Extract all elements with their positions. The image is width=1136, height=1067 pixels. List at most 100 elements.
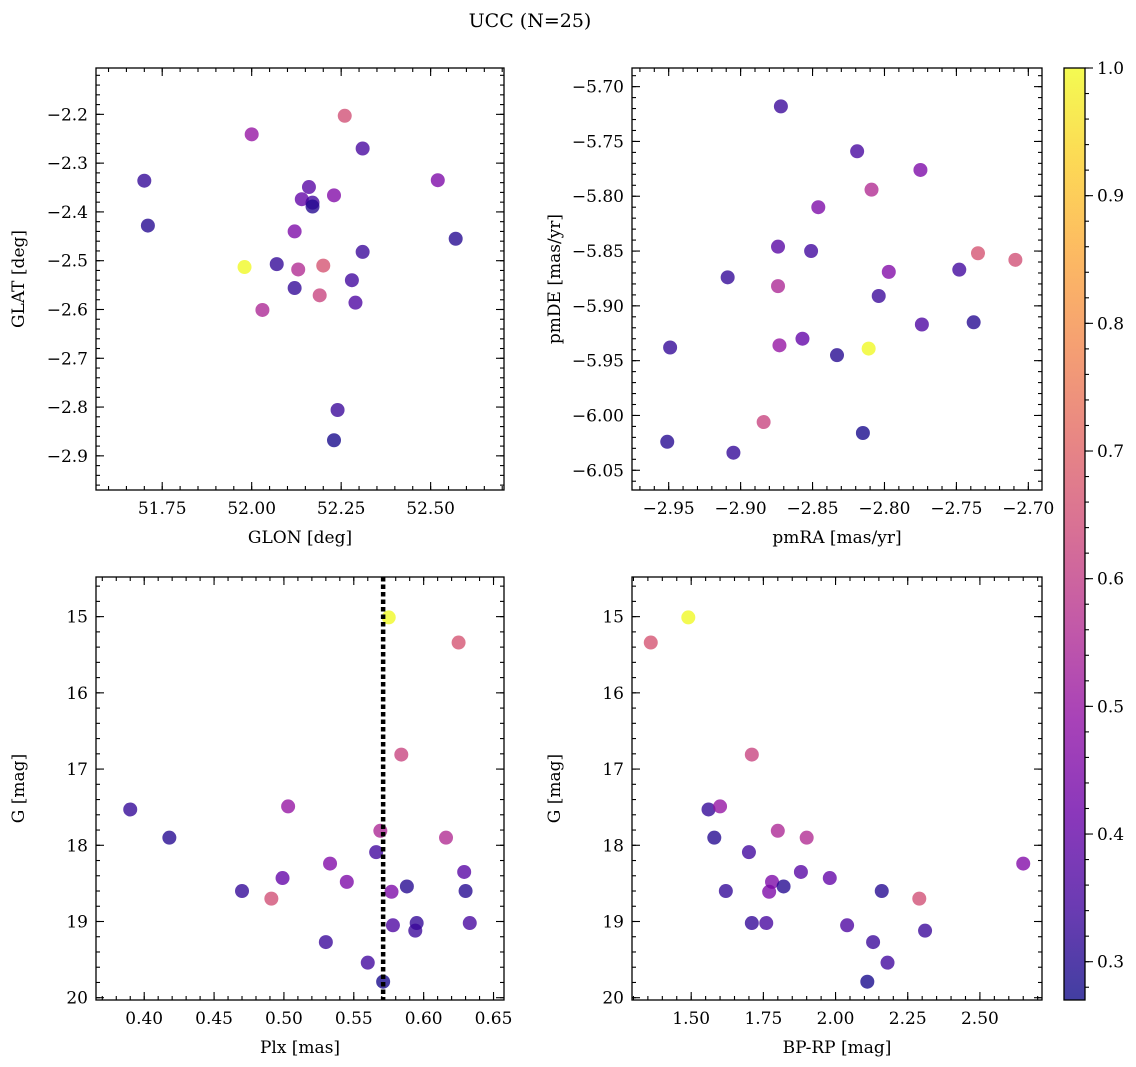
data-point — [408, 923, 423, 938]
data-point — [860, 974, 875, 989]
data-point — [811, 200, 826, 215]
y-axis-label: G [mag] — [9, 754, 29, 823]
colorbar-tick-label: 0.4 — [1097, 825, 1124, 845]
data-point — [451, 635, 466, 650]
data-point — [327, 188, 341, 203]
data-point — [771, 279, 786, 294]
data-point — [399, 879, 414, 894]
data-point — [369, 845, 384, 860]
data-point — [385, 918, 400, 933]
y-tick-label: 19 — [602, 912, 624, 932]
data-point — [344, 273, 359, 288]
data-point — [301, 180, 316, 195]
x-tick-label: 52.00 — [227, 499, 276, 519]
data-point — [880, 955, 895, 970]
data-point — [701, 802, 716, 817]
data-point — [759, 916, 774, 931]
x-tick-label: 51.75 — [138, 499, 187, 519]
data-point — [457, 864, 472, 879]
data-point — [855, 426, 870, 441]
x-tick-label: 0.50 — [265, 1009, 303, 1029]
y-tick-label: −6.00 — [572, 406, 624, 426]
axes-frame — [95, 67, 505, 491]
x-tick-label: 52.50 — [406, 499, 455, 519]
data-point — [384, 884, 399, 899]
y-tick-label: 15 — [66, 608, 88, 628]
data-point — [281, 799, 296, 814]
data-point — [663, 340, 678, 355]
y-tick-label: −2.3 — [47, 154, 88, 174]
y-tick-label: 17 — [602, 760, 624, 780]
data-point — [830, 348, 844, 363]
y-tick-label: 17 — [66, 760, 88, 780]
data-point — [861, 341, 876, 356]
scatter-points — [660, 99, 1023, 460]
data-point — [255, 302, 270, 317]
data-point — [316, 258, 331, 273]
y-tick-label: −2.7 — [47, 349, 88, 369]
y-axis-label: GLAT [deg] — [9, 230, 29, 328]
data-point — [913, 162, 928, 177]
data-point — [287, 281, 302, 296]
data-point — [140, 218, 155, 233]
data-point — [462, 916, 477, 931]
data-point — [773, 99, 788, 114]
panel-1: 51.75 52.00 52.25 52.50 −2.2 −2.3 −2.4 −2.5 −2.6… — [9, 67, 505, 548]
x-tick-label: −2.75 — [930, 499, 982, 519]
data-point — [137, 173, 152, 188]
data-point — [291, 262, 306, 277]
x-tick-label: 2.00 — [817, 1009, 855, 1029]
colorbar-frame — [1063, 67, 1086, 1001]
data-point — [713, 799, 728, 814]
data-point — [339, 874, 354, 889]
panel-2-axes: −2.95 −2.90 −2.85 −2.80 −2.75 −2.70 −5.70 −5.75… — [572, 68, 1054, 519]
x-axis-label: Plx [mas] — [260, 1038, 340, 1058]
y-tick-label: 18 — [66, 836, 88, 856]
data-point — [718, 884, 733, 899]
data-point — [458, 884, 473, 899]
panel-1-axes: 51.75 52.00 52.25 52.50 −2.2 −2.3 −2.4 −2.5 −2.6… — [47, 68, 504, 519]
y-tick-label: 16 — [66, 684, 88, 704]
data-point — [874, 884, 889, 899]
data-point — [864, 182, 879, 197]
y-tick-label: −2.2 — [47, 105, 88, 125]
x-tick-label: −2.95 — [643, 499, 695, 519]
data-point — [770, 823, 785, 838]
panel-4-axes: 1.50 1.75 2.00 2.25 2.50 15 16 17 18 19 20 — [602, 577, 1042, 1029]
data-point — [430, 173, 445, 188]
data-point — [381, 610, 396, 625]
x-axis-label: BP-RP [mag] — [783, 1038, 892, 1058]
y-tick-label: 19 — [66, 912, 88, 932]
y-tick-label: −5.75 — [572, 132, 624, 152]
y-tick-label: 15 — [602, 608, 624, 628]
y-tick-label: −2.4 — [47, 203, 88, 223]
y-tick-label: 16 — [602, 684, 624, 704]
data-point — [918, 923, 933, 938]
panel-3-axes: 0.40 0.45 0.50 0.55 0.60 0.65 15 16 17 18 19 20 — [66, 577, 512, 1029]
colorbar-tick-label: 0.9 — [1097, 187, 1124, 207]
data-point — [235, 884, 250, 899]
x-tick-label: 2.25 — [889, 1009, 927, 1029]
data-point — [744, 747, 759, 762]
data-point — [793, 864, 808, 879]
axes-frame — [631, 576, 1043, 1001]
data-point — [804, 244, 819, 259]
data-point — [840, 918, 855, 933]
data-point — [912, 891, 927, 906]
y-tick-label: −5.90 — [572, 297, 624, 317]
y-tick-label: −6.05 — [572, 461, 624, 481]
data-point — [287, 224, 302, 239]
data-point — [330, 402, 345, 417]
colorbar-tick-label: 0.3 — [1097, 953, 1124, 973]
data-point — [337, 108, 352, 123]
y-axis-label: pmDE [mas/yr] — [545, 214, 565, 344]
data-point — [305, 199, 320, 214]
data-point — [660, 434, 675, 449]
y-tick-label: −2.8 — [47, 398, 88, 418]
panel-4: 1.50 1.75 2.00 2.25 2.50 15 16 17 18 19 20 BP-RP [m… — [545, 576, 1043, 1058]
y-tick-label: −2.5 — [47, 252, 88, 272]
data-point — [762, 884, 777, 899]
x-tick-label: 0.45 — [195, 1009, 233, 1029]
data-point — [1008, 252, 1023, 267]
data-point — [244, 127, 259, 142]
